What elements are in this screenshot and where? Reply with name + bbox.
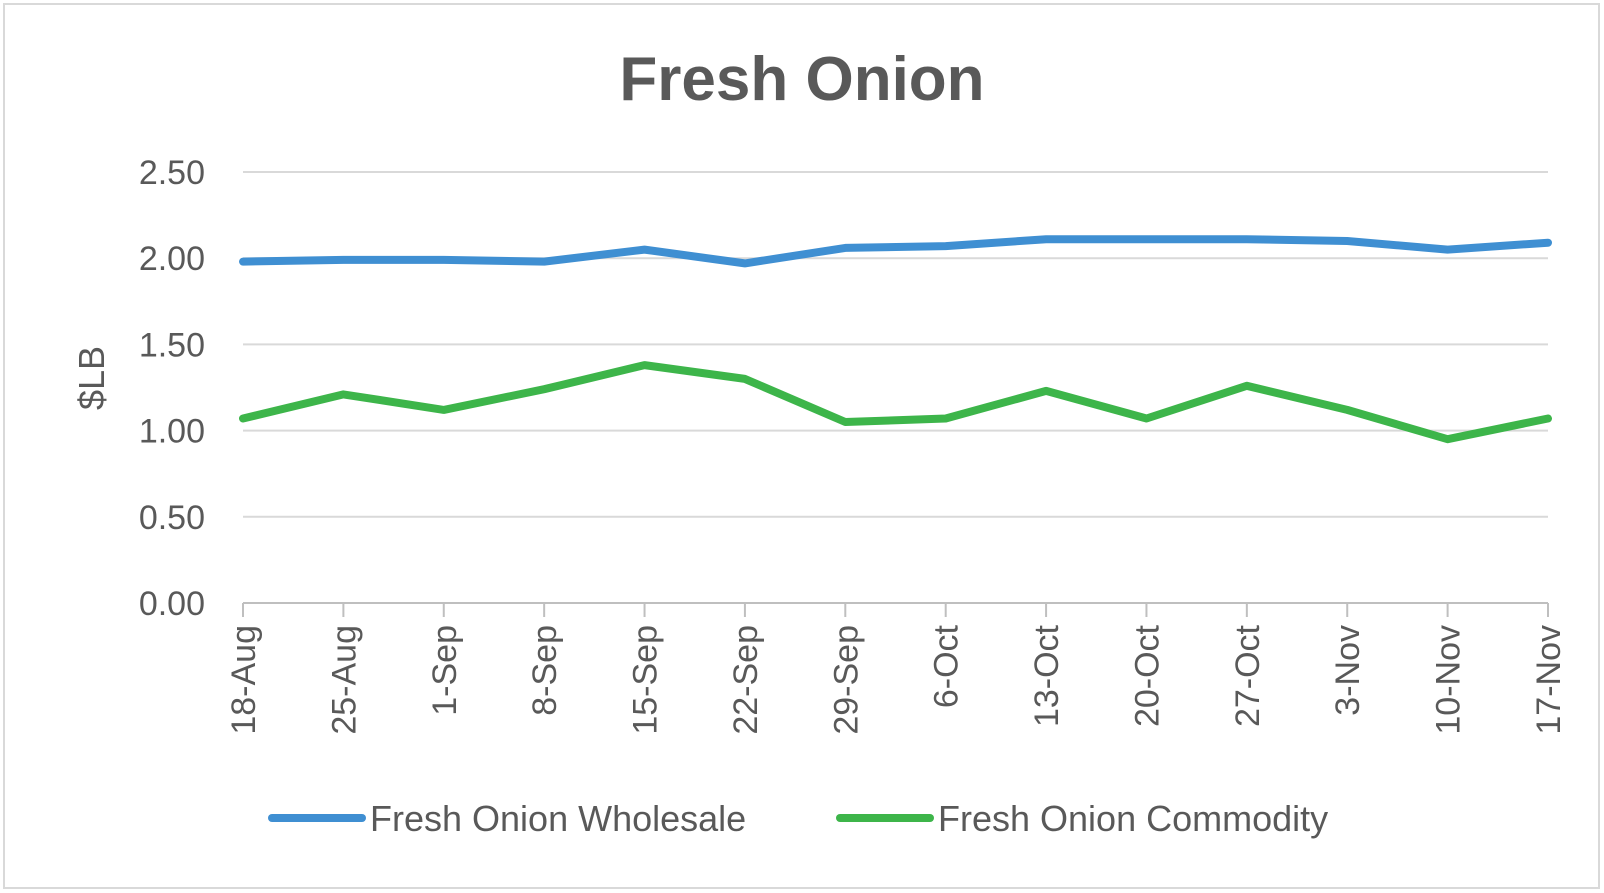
x-tick-label: 20-Oct [1128, 624, 1166, 727]
x-axis: 18-Aug 25-Aug 1-Sep 8-Sep 15-Sep 22-Sep 29-Sep… [225, 602, 1568, 735]
y-tick-label: 2.00 [139, 240, 205, 278]
y-tick-label: 1.50 [139, 326, 205, 364]
y-tick-label: 0.50 [139, 499, 205, 537]
x-tick-label: 17-Nov [1530, 625, 1568, 735]
x-tick-label: 25-Aug [325, 625, 363, 735]
legend-label: Fresh Onion Commodity [938, 798, 1328, 839]
x-tick-label: 10-Nov [1430, 625, 1468, 735]
legend-label: Fresh Onion Wholesale [370, 798, 746, 839]
chart-border [3, 3, 1600, 889]
y-axis: 0.00 0.50 1.00 1.50 2.00 2.50 [139, 154, 205, 623]
y-tick-label: 1.00 [139, 413, 205, 451]
x-tick-label: 18-Aug [225, 625, 263, 735]
x-tick-label: 27-Oct [1229, 624, 1267, 727]
x-tick-label: 3-Nov [1329, 625, 1367, 716]
x-tick-label: 1-Sep [426, 625, 464, 716]
x-tick-label: 29-Sep [827, 625, 865, 735]
legend: Fresh Onion Wholesale Fresh Onion Commodi… [268, 798, 1328, 839]
y-tick-label: 0.00 [139, 585, 205, 623]
y-tick-label: 2.50 [139, 154, 205, 192]
y-axis-title: $LB [71, 346, 112, 410]
x-tick-label: 8-Sep [526, 625, 564, 716]
x-tick-label: 22-Sep [727, 625, 765, 735]
x-tick-label: 6-Oct [928, 624, 966, 708]
x-tick-label: 13-Oct [1028, 624, 1066, 727]
series-line-2 [239, 361, 1552, 444]
chart-title: Fresh Onion [619, 45, 984, 114]
x-tick-label: 15-Sep [627, 625, 665, 735]
series-line-1 [239, 235, 1552, 268]
series-lines [239, 235, 1552, 444]
